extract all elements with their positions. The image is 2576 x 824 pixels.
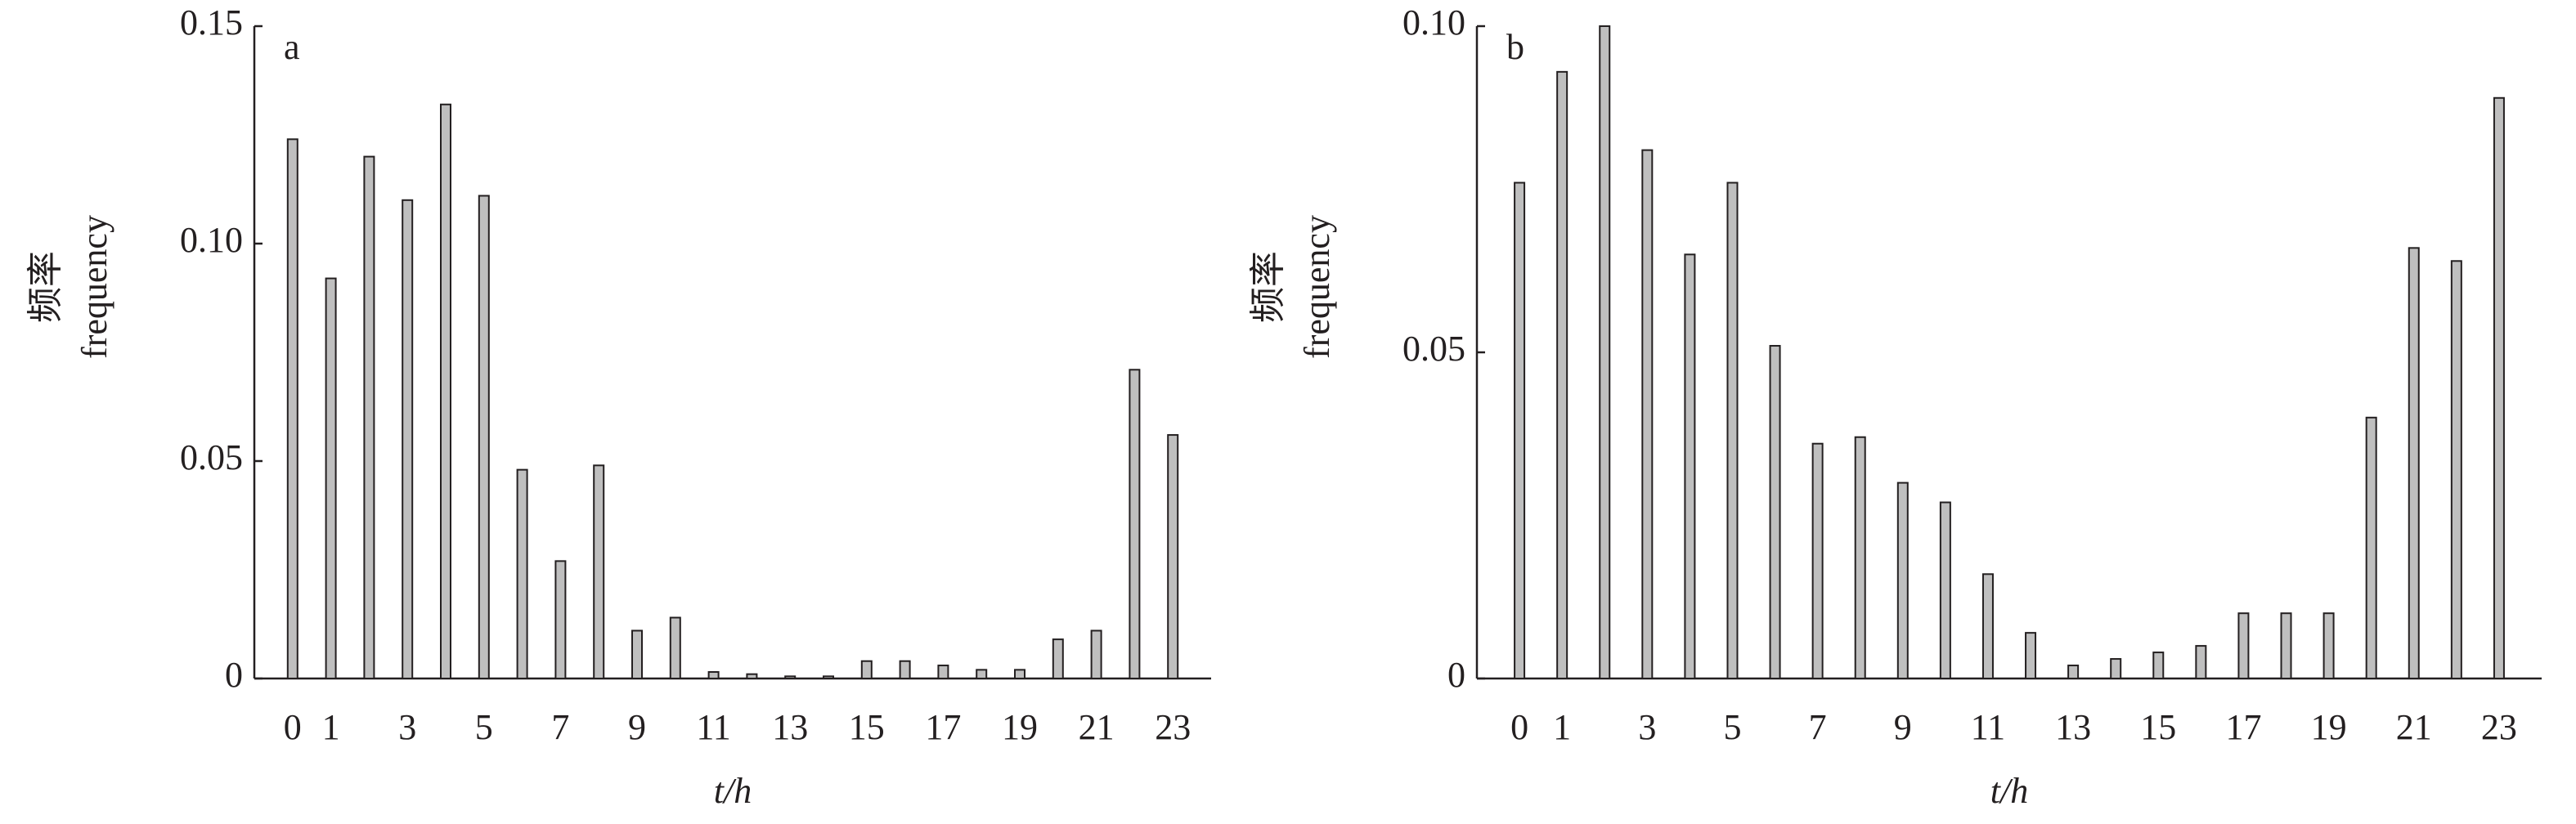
bar — [286, 138, 298, 679]
bar — [2493, 96, 2505, 679]
bar — [1129, 369, 1141, 679]
bar — [1599, 25, 1611, 679]
bar — [823, 675, 834, 680]
x-tick-label: 19 — [2311, 707, 2347, 747]
x-tick-label: 23 — [1155, 707, 1191, 747]
x-tick-label: 17 — [2225, 707, 2261, 747]
y-axis-label: frequency — [1297, 215, 1337, 359]
bar — [1167, 434, 1179, 680]
bar — [976, 669, 988, 679]
bar — [593, 464, 605, 679]
bar — [707, 671, 720, 680]
x-tick-label: 21 — [2396, 707, 2432, 747]
x-tick-label: 7 — [551, 707, 569, 747]
x-tick-label: 7 — [1809, 707, 1827, 747]
y-axis-label: 频率 — [25, 251, 65, 323]
bar — [937, 665, 949, 679]
x-tick-label: 3 — [398, 707, 416, 747]
bar — [1641, 149, 1654, 679]
x-tick-label: 17 — [925, 707, 961, 747]
bar — [2408, 247, 2420, 679]
x-tick-label: 13 — [2055, 707, 2091, 747]
bar — [2152, 652, 2165, 680]
bar — [440, 103, 451, 679]
bar — [2195, 645, 2207, 679]
bar — [1684, 253, 1696, 679]
x-tick-label: 1 — [1553, 707, 1571, 747]
x-tick-label: 11 — [696, 707, 730, 747]
bar — [2067, 665, 2080, 679]
bar — [2280, 612, 2292, 680]
x-tick-label: 23 — [2481, 707, 2517, 747]
x-tick-label: 15 — [849, 707, 885, 747]
bar — [669, 616, 681, 680]
bar — [746, 673, 758, 679]
bar — [363, 155, 375, 680]
y-tick-label: 0.10 — [180, 220, 243, 260]
bar — [1726, 181, 1739, 679]
x-tick-label: 11 — [1971, 707, 2005, 747]
panel-label: b — [1506, 27, 1524, 67]
x-tick-label: 0 — [1510, 707, 1528, 747]
bar — [2365, 416, 2377, 679]
bar — [1811, 442, 1824, 679]
bar — [1769, 345, 1781, 679]
bar — [2450, 260, 2462, 679]
bar — [1939, 501, 1951, 679]
bar — [1014, 669, 1025, 679]
bar — [478, 195, 490, 680]
x-tick-label: 19 — [1002, 707, 1038, 747]
x-axis-label: t/h — [1990, 771, 2028, 811]
panel-label: a — [284, 27, 300, 67]
bar — [1556, 70, 1568, 680]
bar — [554, 560, 567, 679]
y-tick-label: 0.05 — [180, 437, 243, 477]
bar — [1052, 638, 1064, 679]
bar — [2237, 612, 2250, 680]
y-tick-label: 0 — [1447, 655, 1465, 695]
x-tick-label: 13 — [772, 707, 808, 747]
bar — [516, 468, 528, 680]
x-tick-label: 3 — [1638, 707, 1656, 747]
bar — [860, 660, 873, 679]
bar — [1896, 481, 1909, 679]
bar — [1090, 629, 1102, 679]
y-tick-label: 0 — [225, 655, 243, 695]
x-tick-label: 5 — [1723, 707, 1741, 747]
x-tick-label: 5 — [475, 707, 493, 747]
y-tick-label: 0.15 — [180, 2, 243, 43]
bar — [899, 660, 911, 679]
x-axis-label: t/h — [714, 771, 752, 811]
x-tick-label: 15 — [2140, 707, 2176, 747]
bar — [784, 675, 797, 680]
x-tick-label: 1 — [322, 707, 340, 747]
bar — [402, 199, 414, 680]
x-tick-label: 9 — [1894, 707, 1912, 747]
bar — [1981, 573, 1994, 680]
y-axis-label: 频率 — [1248, 251, 1288, 323]
bar — [1514, 181, 1526, 679]
bar — [1854, 436, 1866, 679]
bar — [2322, 612, 2335, 680]
bar — [325, 277, 337, 679]
x-tick-label: 21 — [1079, 707, 1115, 747]
y-tick-label: 0.05 — [1402, 329, 1465, 369]
bar — [2025, 632, 2037, 680]
x-tick-label: 9 — [628, 707, 646, 747]
y-axis-label: frequency — [74, 215, 114, 359]
y-tick-label: 0.10 — [1402, 2, 1465, 43]
bar — [2110, 658, 2122, 679]
x-tick-label: 0 — [284, 707, 302, 747]
bar — [631, 629, 643, 679]
